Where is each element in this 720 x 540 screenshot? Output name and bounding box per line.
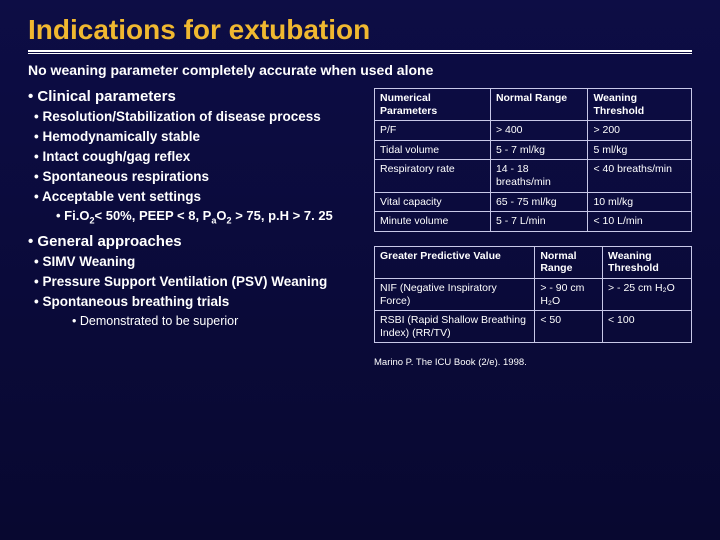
right-column: Numerical Parameters Normal Range Weanin… xyxy=(374,88,692,368)
table-header-row: Numerical Parameters Normal Range Weanin… xyxy=(375,89,692,121)
approach-item: SIMV Weaning xyxy=(28,254,368,271)
table-row: Respiratory rate14 - 18 breaths/min< 40 … xyxy=(375,160,692,192)
table-header: Weaning Threshold xyxy=(588,89,692,121)
table-cell: Respiratory rate xyxy=(375,160,491,192)
table-cell: > - 25 cm H₂O xyxy=(603,278,692,310)
table-row: RSBI (Rapid Shallow Breathing Index) (RR… xyxy=(375,311,692,343)
table-cell: < 50 xyxy=(535,311,603,343)
table-row: Vital capacity65 - 75 ml/kg10 ml/kg xyxy=(375,192,692,212)
table-cell: NIF (Negative Inspiratory Force) xyxy=(375,278,535,310)
table-cell: P/F xyxy=(375,121,491,141)
approach-item: Pressure Support Ventilation (PSV) Weani… xyxy=(28,274,368,291)
table-cell: > - 90 cm H₂O xyxy=(535,278,603,310)
table-row: NIF (Negative Inspiratory Force)> - 90 c… xyxy=(375,278,692,310)
citation: Marino P. The ICU Book (2/e). 1998. xyxy=(374,357,692,368)
clinical-item: Spontaneous respirations xyxy=(28,169,368,186)
table-header: Normal Range xyxy=(490,89,588,121)
section-clinical: Clinical parameters xyxy=(28,88,368,105)
clinical-item: Acceptable vent settings xyxy=(28,189,368,206)
table-cell: 5 ml/kg xyxy=(588,140,692,160)
table-cell: > 200 xyxy=(588,121,692,141)
approach-subitem: Demonstrated to be superior xyxy=(28,314,368,330)
table-row: Minute volume5 - 7 L/min< 10 L/min xyxy=(375,212,692,232)
table-cell: < 10 L/min xyxy=(588,212,692,232)
table-cell: > 400 xyxy=(490,121,588,141)
title-underline xyxy=(28,50,692,54)
table-header: Weaning Threshold xyxy=(603,246,692,278)
numerical-parameters-table: Numerical Parameters Normal Range Weanin… xyxy=(374,88,692,232)
table-cell: 5 - 7 L/min xyxy=(490,212,588,232)
approach-item: Spontaneous breathing trials xyxy=(28,294,368,311)
table-cell: 65 - 75 ml/kg xyxy=(490,192,588,212)
table-cell: Minute volume xyxy=(375,212,491,232)
clinical-item: Hemodynamically stable xyxy=(28,129,368,146)
table1-body: P/F> 400> 200Tidal volume5 - 7 ml/kg5 ml… xyxy=(375,121,692,232)
table-cell: 5 - 7 ml/kg xyxy=(490,140,588,160)
table-cell: 14 - 18 breaths/min xyxy=(490,160,588,192)
table-cell: Vital capacity xyxy=(375,192,491,212)
vent-setting: Fi.O2< 50%, PEEP < 8, PaO2 > 75, p.H > 7… xyxy=(28,208,368,227)
left-column: Clinical parameters Resolution/Stabiliza… xyxy=(28,88,368,368)
section-general: General approaches xyxy=(28,233,368,250)
table2-body: NIF (Negative Inspiratory Force)> - 90 c… xyxy=(375,278,692,342)
table-row: P/F> 400> 200 xyxy=(375,121,692,141)
clinical-item: Resolution/Stabilization of disease proc… xyxy=(28,109,368,126)
table-header: Normal Range xyxy=(535,246,603,278)
table-cell: 10 ml/kg xyxy=(588,192,692,212)
table-header: Greater Predictive Value xyxy=(375,246,535,278)
table-header-row: Greater Predictive Value Normal Range We… xyxy=(375,246,692,278)
subtitle: No weaning parameter completely accurate… xyxy=(28,62,692,78)
table-cell: Tidal volume xyxy=(375,140,491,160)
predictive-value-table: Greater Predictive Value Normal Range We… xyxy=(374,246,692,344)
table-row: Tidal volume5 - 7 ml/kg5 ml/kg xyxy=(375,140,692,160)
table-cell: < 100 xyxy=(603,311,692,343)
slide-title: Indications for extubation xyxy=(28,14,692,46)
table-header: Numerical Parameters xyxy=(375,89,491,121)
table-cell: < 40 breaths/min xyxy=(588,160,692,192)
table-cell: RSBI (Rapid Shallow Breathing Index) (RR… xyxy=(375,311,535,343)
clinical-item: Intact cough/gag reflex xyxy=(28,149,368,166)
